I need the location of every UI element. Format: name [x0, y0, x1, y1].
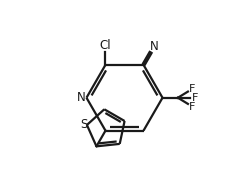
Text: Cl: Cl	[100, 39, 111, 52]
Text: F: F	[189, 102, 196, 112]
Text: N: N	[77, 91, 86, 104]
Text: S: S	[80, 118, 87, 131]
Text: F: F	[192, 93, 198, 103]
Text: F: F	[189, 84, 196, 94]
Text: N: N	[150, 39, 159, 52]
